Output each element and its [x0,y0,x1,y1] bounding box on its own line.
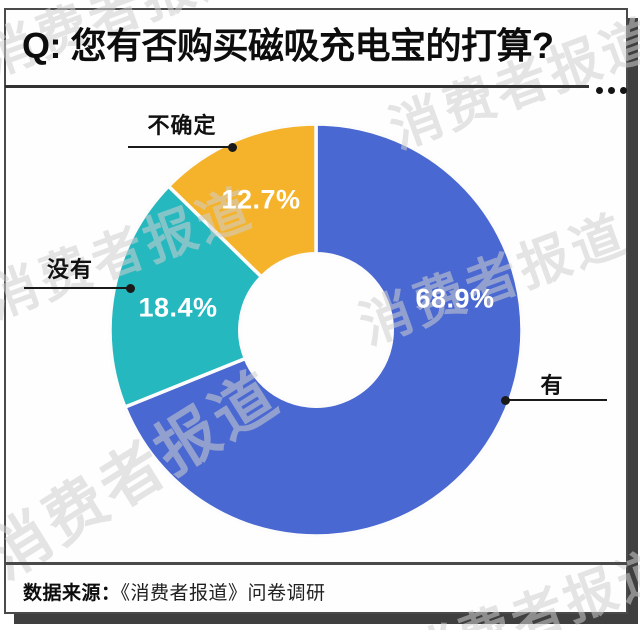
slice-value-label: 68.9% [415,283,495,314]
data-source-label: 数据来源： [23,583,121,604]
data-source-value: 《消费者报道》问卷调研 [120,583,326,604]
callout-label-yes: 有 [540,373,564,398]
question-title: Q: 您有否购买磁吸充电宝的打算? [22,25,554,66]
dot-icon [620,87,627,94]
leader-line-unsure [128,142,237,152]
dot-icon [608,87,615,94]
infographic-card [4,8,628,614]
ellipsis-decoration [596,87,627,94]
header-divider [5,85,589,88]
callout-label-no: 没有 [46,257,94,282]
dot-icon [596,87,603,94]
callout-label-unsure: 不确定 [147,113,217,138]
data-source: 数据来源：《消费者报道》问卷调研 [23,578,583,605]
slice-value-label: 12.7% [221,184,301,215]
slice-value-label: 18.4% [138,292,218,323]
leader-line-yes [501,395,607,405]
footer-divider [5,562,627,565]
leader-line-no [24,283,135,293]
